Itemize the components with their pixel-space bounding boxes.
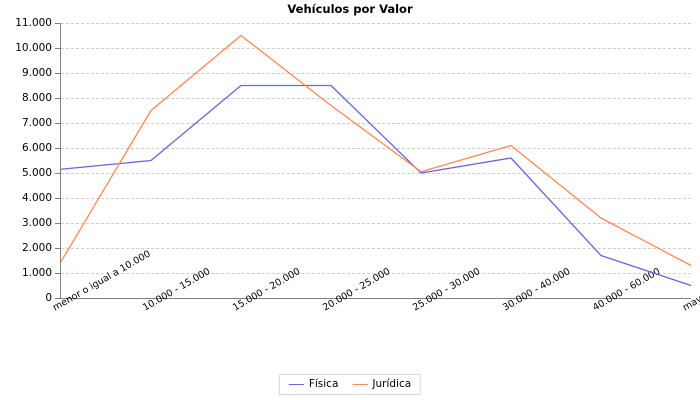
y-axis-label: 3.000 [21, 217, 52, 229]
grid-line [61, 73, 691, 74]
y-axis-label: 6.000 [21, 142, 52, 154]
grid-line [61, 23, 691, 24]
chart-legend: Física Jurídica [278, 374, 422, 395]
legend-swatch-icon [288, 383, 304, 385]
legend-label: Jurídica [372, 378, 412, 390]
y-axis-label: 0 [45, 292, 52, 304]
y-axis-tick [55, 273, 60, 274]
y-axis-tick [55, 198, 60, 199]
y-axis-label: 9.000 [21, 67, 52, 79]
y-axis-label: 11.000 [15, 17, 52, 29]
y-axis-label: 10.000 [15, 42, 52, 54]
grid-line [61, 223, 691, 224]
y-axis-tick [55, 23, 60, 24]
legend-item[interactable]: Física [288, 378, 339, 390]
legend-item[interactable]: Jurídica [352, 378, 411, 390]
y-axis-line [60, 23, 61, 299]
series-line [60, 34, 692, 267]
chart-title: Vehículos por Valor [287, 2, 413, 16]
grid-line [61, 198, 691, 199]
y-axis-tick [55, 48, 60, 49]
grid-line [61, 248, 691, 249]
grid-line [61, 98, 691, 99]
y-axis-label: 8.000 [21, 92, 52, 104]
y-axis-label: 7.000 [21, 117, 52, 129]
y-axis-tick [55, 98, 60, 99]
legend-swatch-icon [352, 383, 368, 385]
legend-label: Física [308, 378, 339, 390]
x-axis-label: mayor de 60.000 [681, 263, 700, 314]
y-axis-tick [55, 73, 60, 74]
y-axis-tick [55, 123, 60, 124]
x-axis-line [60, 298, 691, 299]
y-axis-label: 1.000 [21, 267, 52, 279]
y-axis-tick [55, 173, 60, 174]
grid-line [61, 148, 691, 149]
grid-line [61, 48, 691, 49]
y-axis-label: 5.000 [21, 167, 52, 179]
y-axis-tick [55, 298, 60, 299]
y-axis-tick [55, 248, 60, 249]
series-line [60, 84, 692, 287]
grid-line [61, 123, 691, 124]
y-axis-label: 4.000 [21, 192, 52, 204]
y-axis-label: 2.000 [21, 242, 52, 254]
grid-line [61, 173, 691, 174]
x-axis-label: menor o igual a 10.000 [51, 248, 153, 314]
y-axis-tick [55, 223, 60, 224]
y-axis-tick [55, 148, 60, 149]
